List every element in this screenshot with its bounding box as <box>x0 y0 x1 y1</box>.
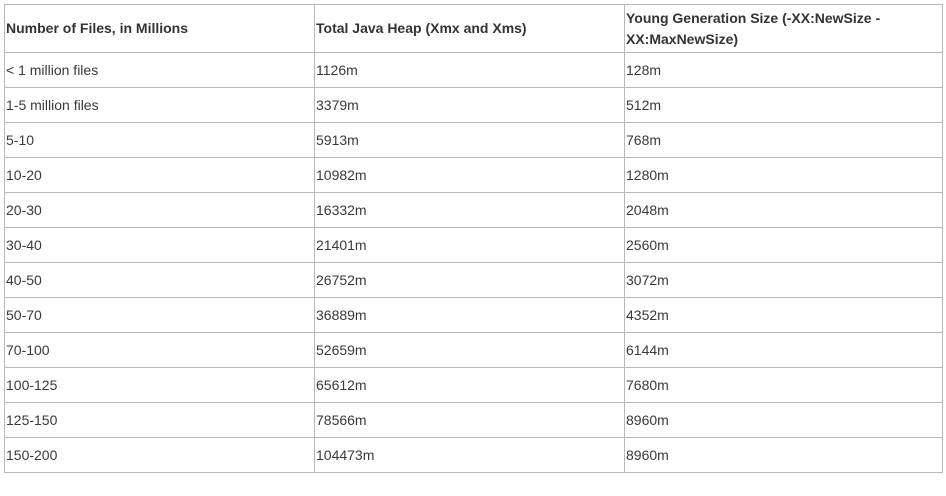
cell-young-gen: 768m <box>624 122 943 158</box>
cell-young-gen: 1280m <box>624 157 943 193</box>
cell-heap: 36889m <box>314 297 625 333</box>
cell-heap: 16332m <box>314 192 625 228</box>
table-row: 1-5 million files 3379m 512m <box>4 87 943 123</box>
cell-heap: 3379m <box>314 87 625 123</box>
cell-files: 40-50 <box>4 262 315 298</box>
cell-young-gen: 6144m <box>624 332 943 368</box>
cell-heap: 104473m <box>314 437 625 473</box>
cell-young-gen: 8960m <box>624 402 943 438</box>
header-row: Number of Files, in Millions Total Java … <box>4 4 943 53</box>
cell-young-gen: 128m <box>624 52 943 88</box>
cell-young-gen: 4352m <box>624 297 943 333</box>
header-number-of-files: Number of Files, in Millions <box>4 4 315 53</box>
table-header: Number of Files, in Millions Total Java … <box>4 4 943 53</box>
cell-files: 100-125 <box>4 367 315 403</box>
cell-young-gen: 2048m <box>624 192 943 228</box>
table-row: 10-20 10982m 1280m <box>4 157 943 193</box>
heap-sizing-table-container: Number of Files, in Millions Total Java … <box>4 4 943 473</box>
table-row: 125-150 78566m 8960m <box>4 402 943 438</box>
table-row: 40-50 26752m 3072m <box>4 262 943 298</box>
header-total-java-heap: Total Java Heap (Xmx and Xms) <box>314 4 625 53</box>
cell-young-gen: 512m <box>624 87 943 123</box>
cell-files: 5-10 <box>4 122 315 158</box>
table-row: 70-100 52659m 6144m <box>4 332 943 368</box>
table-row: 20-30 16332m 2048m <box>4 192 943 228</box>
header-young-generation-size: Young Generation Size (-XX:NewSize -XX:M… <box>624 4 943 53</box>
cell-files: 30-40 <box>4 227 315 263</box>
cell-files: 125-150 <box>4 402 315 438</box>
cell-files: 50-70 <box>4 297 315 333</box>
cell-young-gen: 3072m <box>624 262 943 298</box>
cell-heap: 52659m <box>314 332 625 368</box>
table-row: 150-200 104473m 8960m <box>4 437 943 473</box>
table-row: 50-70 36889m 4352m <box>4 297 943 333</box>
cell-young-gen: 7680m <box>624 367 943 403</box>
table-row: < 1 million files 1126m 128m <box>4 52 943 88</box>
cell-files: 10-20 <box>4 157 315 193</box>
cell-young-gen: 2560m <box>624 227 943 263</box>
cell-files: 70-100 <box>4 332 315 368</box>
cell-heap: 5913m <box>314 122 625 158</box>
table-body: < 1 million files 1126m 128m 1-5 million… <box>4 52 943 473</box>
cell-heap: 26752m <box>314 262 625 298</box>
cell-heap: 21401m <box>314 227 625 263</box>
cell-files: 20-30 <box>4 192 315 228</box>
table-row: 5-10 5913m 768m <box>4 122 943 158</box>
table-row: 100-125 65612m 7680m <box>4 367 943 403</box>
cell-heap: 1126m <box>314 52 625 88</box>
cell-heap: 78566m <box>314 402 625 438</box>
cell-heap: 65612m <box>314 367 625 403</box>
cell-files: < 1 million files <box>4 52 315 88</box>
cell-young-gen: 8960m <box>624 437 943 473</box>
heap-sizing-table: Number of Files, in Millions Total Java … <box>4 4 943 473</box>
cell-files: 150-200 <box>4 437 315 473</box>
cell-heap: 10982m <box>314 157 625 193</box>
cell-files: 1-5 million files <box>4 87 315 123</box>
table-row: 30-40 21401m 2560m <box>4 227 943 263</box>
